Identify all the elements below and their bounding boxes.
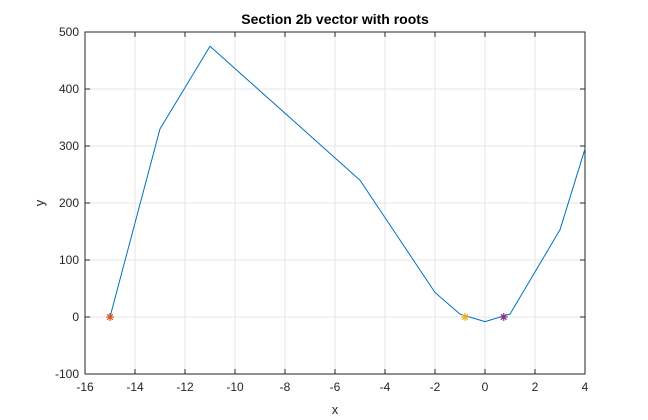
y-tick-label: 100 [59,253,79,267]
root-marker [499,313,508,321]
y-tick-label: 200 [59,196,79,210]
y-tick-label: 300 [59,139,79,153]
root-marker [106,313,114,321]
chart-title: Section 2b vector with roots [241,11,429,27]
plot-area [106,45,586,323]
y-tick-label: 400 [59,82,79,96]
root-marker-stroke [461,313,469,321]
x-tick-label: -2 [430,380,441,394]
x-tick-label: -14 [126,380,144,394]
x-tick-label: 4 [582,380,589,394]
series-line [109,45,586,323]
x-tick-label: -12 [176,380,194,394]
x-axis-label: x [332,402,339,417]
y-axis-label: y [32,199,47,206]
x-tick-label: 0 [482,380,489,394]
ticks: -16 -14 -12 -10 -8 -6 -4 -2 0 2 4 -100 0 100 200 300 400… [55,25,589,394]
x-tick-label: -8 [280,380,291,394]
x-tick-label: -16 [76,380,94,394]
root-marker-stroke [500,313,507,321]
y-tick-label: 0 [72,310,79,324]
x-tick-label: 2 [532,380,539,394]
root-marker [461,313,469,321]
x-tick-label: -4 [380,380,391,394]
y-tick-label: -100 [55,367,79,381]
root-marker-stroke [106,313,114,321]
y-tick-label: 500 [59,25,79,39]
x-tick-label: -10 [226,380,244,394]
x-tick-label: -6 [330,380,341,394]
